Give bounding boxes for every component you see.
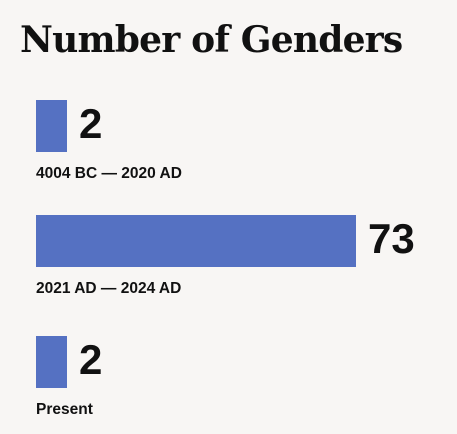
data-label-1: 2 xyxy=(79,100,103,147)
category-label-1: 4004 BC — 2020 AD xyxy=(36,165,182,182)
category-label-2: 2021 AD — 2024 AD xyxy=(36,280,182,297)
bar-1 xyxy=(36,100,67,152)
bar-2 xyxy=(36,215,356,267)
category-label-3: Present xyxy=(36,401,93,418)
bar-3 xyxy=(36,336,67,388)
data-label-3: 2 xyxy=(79,336,103,383)
chart-title: Number of Genders xyxy=(20,19,403,61)
data-label-2: 73 xyxy=(368,215,415,262)
